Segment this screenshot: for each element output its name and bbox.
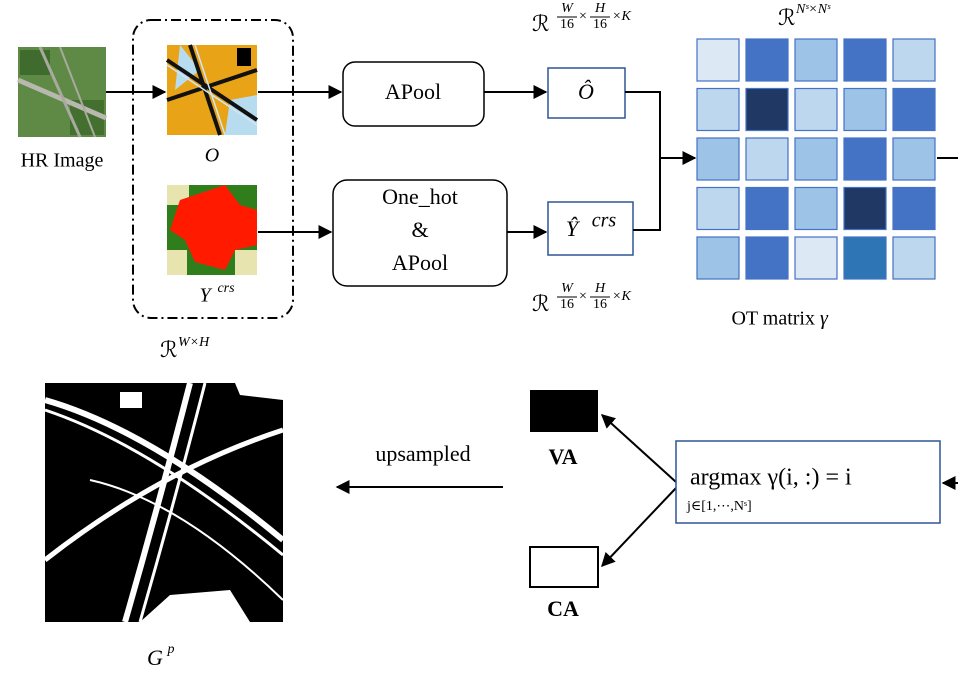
ot-cell bbox=[697, 89, 739, 131]
dims-den: 16 bbox=[560, 17, 574, 32]
y-crs-map bbox=[167, 185, 257, 275]
dims-num: W bbox=[561, 281, 574, 296]
dims-base: ℛ bbox=[532, 11, 550, 36]
onehot-line: & bbox=[411, 217, 428, 242]
dims-den: 16 bbox=[560, 297, 574, 312]
ot-cell bbox=[893, 237, 935, 279]
o-label: O bbox=[205, 145, 219, 167]
ot-cell bbox=[844, 138, 886, 180]
ot-cell bbox=[795, 188, 837, 230]
ot-cell bbox=[697, 39, 739, 81]
ot-cell bbox=[844, 89, 886, 131]
y-label-sup: crs bbox=[217, 281, 235, 296]
ot-cell bbox=[893, 89, 935, 131]
dims-num: H bbox=[594, 281, 606, 296]
ot-cell bbox=[746, 89, 788, 131]
dims-num: H bbox=[594, 1, 606, 16]
onehot-line: One_hot bbox=[382, 184, 458, 209]
apool-label: APool bbox=[385, 79, 441, 104]
ot-cell bbox=[893, 188, 935, 230]
ot-cell bbox=[746, 188, 788, 230]
va-label: VA bbox=[549, 444, 578, 469]
ot-cell bbox=[844, 39, 886, 81]
ot-cell bbox=[697, 237, 739, 279]
gp-label: G bbox=[147, 645, 163, 670]
ot-dims-sup: Nˢ×Nˢ bbox=[795, 2, 831, 17]
y-hat-sup: crs bbox=[592, 210, 617, 232]
ot-dims-base: ℛ bbox=[778, 5, 796, 30]
ca-label: CA bbox=[547, 596, 579, 621]
upsampled-label: upsampled bbox=[375, 441, 470, 466]
o-map bbox=[167, 45, 257, 135]
ot-cell bbox=[746, 39, 788, 81]
ot-cell bbox=[795, 39, 837, 81]
dims-den: 16 bbox=[593, 17, 607, 32]
gp-map bbox=[45, 383, 283, 622]
ot-cell bbox=[697, 138, 739, 180]
ot-cell bbox=[795, 237, 837, 279]
y-label: Y bbox=[199, 285, 212, 307]
ot-cell bbox=[893, 138, 935, 180]
ot-cell bbox=[795, 89, 837, 131]
argmax-formula: argmax γ(i, :) = i bbox=[690, 465, 852, 491]
dims-times: × bbox=[579, 289, 587, 304]
ot-symbol: γ bbox=[820, 308, 829, 330]
gp-sup: p bbox=[167, 642, 175, 657]
ot-cell bbox=[746, 138, 788, 180]
ot-cell bbox=[844, 188, 886, 230]
dims-base: ℛ bbox=[532, 291, 550, 316]
hr-image bbox=[18, 47, 106, 137]
dims-base: ℛ bbox=[160, 337, 178, 362]
va-box bbox=[530, 390, 598, 432]
ca-box bbox=[530, 547, 598, 587]
o-hat-label: Ô bbox=[578, 79, 594, 104]
diagram: HR Image O Y crs APool One_hot & APool Ô… bbox=[0, 0, 958, 677]
ot-cell bbox=[746, 237, 788, 279]
dims-tail: ×K bbox=[612, 289, 631, 304]
y-hat-box bbox=[548, 202, 633, 255]
onehot-line: APool bbox=[392, 250, 448, 275]
ot-cell bbox=[795, 138, 837, 180]
hr-image-label: HR Image bbox=[21, 150, 104, 172]
ot-matrix bbox=[697, 39, 935, 279]
ot-label: OT matrix bbox=[731, 308, 815, 330]
dims-tail: ×K bbox=[612, 9, 631, 24]
dims-num: W bbox=[561, 1, 574, 16]
dims-times: × bbox=[579, 9, 587, 24]
ot-cell bbox=[893, 39, 935, 81]
dims-den: 16 bbox=[593, 297, 607, 312]
dims-sup: W×H bbox=[178, 335, 210, 350]
argmax-subscript: j∈[1,⋯,Nˢ] bbox=[686, 499, 752, 514]
ot-cell bbox=[697, 188, 739, 230]
ot-cell bbox=[844, 237, 886, 279]
